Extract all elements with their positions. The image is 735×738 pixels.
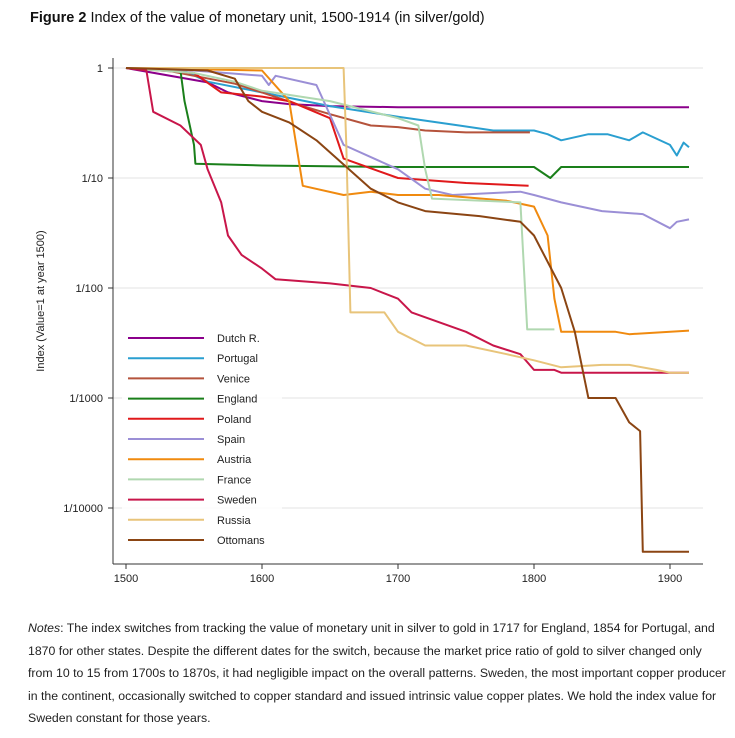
- y-tick-label-1: 1/10: [82, 173, 103, 185]
- y-tick-label-2: 1/100: [75, 283, 103, 295]
- legend-label-6: Austria: [217, 454, 252, 466]
- line-chart: 1 1/10 1/100 1/1000 1/10000 1500 1600 1700 1800 1…: [35, 58, 703, 585]
- notes-label: Notes: [28, 621, 61, 635]
- x-tick-label-3: 1800: [522, 573, 546, 585]
- y-tick-label-3: 1/1000: [69, 393, 103, 405]
- series-line-venice: [125, 67, 530, 134]
- legend-label-7: France: [217, 474, 251, 486]
- series-line-ottomans: [125, 67, 689, 553]
- y-axis-label: Index (Value=1 at year 1500): [35, 230, 47, 371]
- legend-label-8: Sweden: [217, 495, 257, 507]
- x-tick-label-4: 1900: [658, 573, 682, 585]
- figure-title: Figure 2 Index of the value of monetary …: [30, 10, 485, 26]
- figure-title-text: Index of the value of monetary unit, 150…: [90, 10, 485, 26]
- x-tick-label-1: 1600: [250, 573, 274, 585]
- series-line-austria: [125, 67, 690, 336]
- series-line-spain: [125, 67, 690, 230]
- legend-background: [122, 326, 282, 555]
- series-line-poland: [125, 67, 529, 187]
- legend-label-9: Russia: [217, 515, 252, 527]
- series-line-dutch-r: [125, 67, 689, 109]
- series-line-sweden: [125, 67, 689, 374]
- legend-label-1: Portugal: [217, 353, 258, 365]
- figure-notes: Notes: The index switches from tracking …: [28, 617, 728, 730]
- notes-text: : The index switches from tracking the v…: [28, 621, 726, 725]
- legend-label-10: Ottomans: [217, 535, 265, 547]
- legend-label-4: Poland: [217, 414, 251, 426]
- legend-label-0: Dutch R.: [217, 333, 260, 345]
- y-tick-label-0: 1: [97, 63, 103, 75]
- series-line-england: [125, 67, 689, 179]
- figure-label: Figure 2: [30, 10, 87, 26]
- x-tick-label-0: 1500: [114, 573, 138, 585]
- series-line-russia: [126, 67, 689, 374]
- legend-label-2: Venice: [217, 373, 250, 385]
- legend-label-3: England: [217, 394, 257, 406]
- y-tick-label-4: 1/10000: [63, 503, 103, 515]
- series-line-portugal: [125, 67, 690, 157]
- legend-label-5: Spain: [217, 434, 245, 446]
- x-tick-label-2: 1700: [386, 573, 410, 585]
